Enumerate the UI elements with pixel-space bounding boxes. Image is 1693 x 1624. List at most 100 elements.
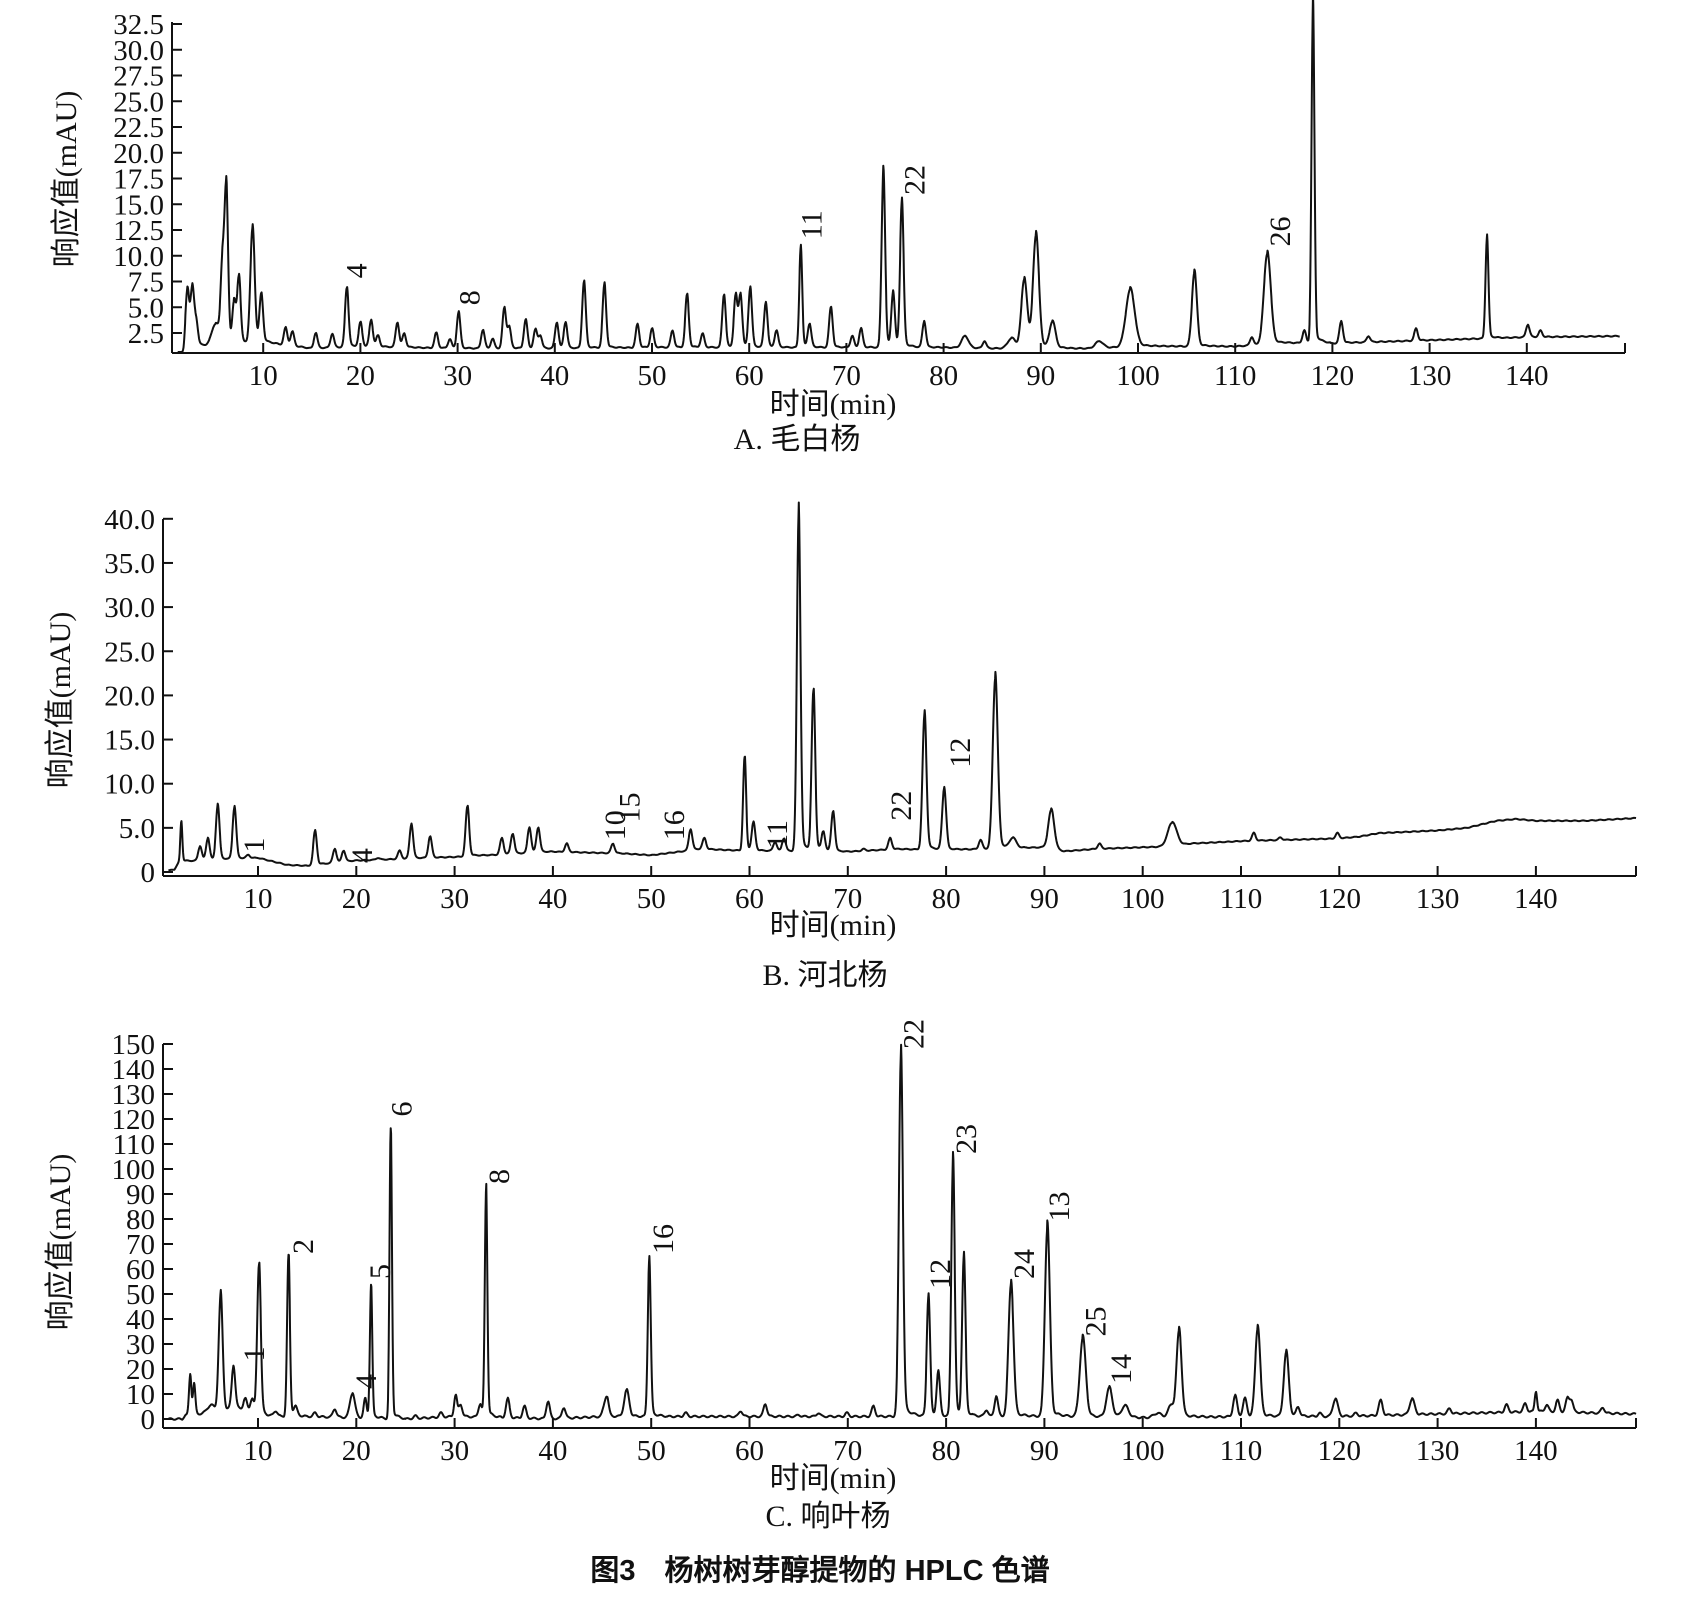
figure-caption: 图3 杨树树芽醇提物的 HPLC 色谱: [590, 1553, 1049, 1587]
chromatogram-trace: [177, 0, 1621, 353]
peak-label: 4: [350, 1374, 383, 1389]
x-axis-title: 时间(min): [770, 388, 897, 421]
peak-label: 8: [483, 1169, 516, 1184]
x-tick-label: 30: [443, 360, 472, 392]
x-tick-label: 130: [1416, 1435, 1460, 1467]
x-tick-label: 140: [1514, 1435, 1558, 1467]
x-tick-label: 10: [244, 883, 273, 915]
y-tick-label: 25.0: [104, 636, 155, 668]
y-tick-label: 12.5: [113, 215, 164, 247]
x-tick-label: 140: [1514, 883, 1558, 915]
x-tick-label: 90: [1026, 360, 1055, 392]
x-tick-label: 110: [1220, 1435, 1262, 1467]
peak-label: 13: [1043, 1192, 1076, 1222]
peak-label: 12: [924, 1259, 957, 1289]
panel-title: A. 毛白杨: [734, 423, 861, 456]
chromatogram-panel-b: 0 5.0 10.0 15.0 20.0 25.0 30.0 35.0 40.0 10 20 30 40…: [44, 501, 1637, 992]
x-tick-label: 100: [1121, 883, 1165, 915]
x-tick-label: 70: [832, 360, 861, 392]
x-tick-label: 110: [1220, 883, 1262, 915]
y-tick-label: 120: [112, 1104, 156, 1136]
peak-label: 16: [658, 810, 691, 840]
y-tick-label: 10.0: [113, 241, 164, 273]
y-tick-label: 90: [126, 1179, 155, 1211]
y-axis-title: 响应值(mAU): [44, 1154, 77, 1331]
x-tick-label: 40: [538, 1435, 567, 1467]
y-tick-label: 20.0: [104, 680, 155, 712]
peak-label: 16: [647, 1224, 680, 1254]
x-tick-label: 120: [1318, 1435, 1362, 1467]
y-tick-label: 27.5: [113, 61, 164, 93]
x-tick-label: 50: [637, 883, 666, 915]
y-tick-label: 140: [112, 1054, 156, 1086]
x-tick-label: 110: [1214, 360, 1256, 392]
peak-label: 11: [761, 820, 794, 849]
x-tick-label: 80: [932, 883, 961, 915]
y-tick-label: 20: [126, 1354, 155, 1386]
x-tick-label: 60: [735, 883, 764, 915]
y-axis-title: 响应值(mAU): [50, 91, 83, 268]
y-tick-label: 32.5: [113, 9, 164, 41]
y-tick-label: 70: [126, 1229, 155, 1261]
y-tick-label: 40: [126, 1304, 155, 1336]
y-tick-label: 5.0: [119, 813, 155, 845]
x-tick-label: 80: [929, 360, 958, 392]
y-tick-label: 130: [112, 1079, 156, 1111]
chromatogram-trace: [167, 501, 1637, 872]
y-tick-label: 2.5: [128, 318, 164, 350]
y-tick-label: 30: [126, 1329, 155, 1361]
x-tick-label: 90: [1030, 1435, 1059, 1467]
peak-label: 12: [944, 738, 977, 768]
x-tick-label: 50: [638, 360, 667, 392]
x-tick-label: 60: [735, 360, 764, 392]
y-tick-label: 110: [113, 1129, 155, 1161]
peak-label: 22: [898, 1019, 931, 1049]
y-tick-label: 150: [112, 1029, 156, 1061]
peak-label: 1: [238, 1347, 271, 1362]
x-tick-label: 20: [342, 1435, 371, 1467]
y-axis-title: 响应值(mAU): [44, 612, 77, 789]
y-tick-label: 30.0: [113, 35, 164, 67]
x-tick-label: 20: [342, 883, 371, 915]
peak-label: 26: [1264, 216, 1297, 246]
x-tick-label: 90: [1030, 883, 1059, 915]
x-axis-title: 时间(min): [770, 1462, 897, 1495]
panel-title: C. 响叶杨: [765, 1500, 890, 1533]
y-tick-label: 10: [126, 1379, 155, 1411]
x-tick-label: 50: [637, 1435, 666, 1467]
peak-label: 8: [453, 290, 486, 305]
peak-label: 22: [885, 791, 918, 821]
y-tick-label: 25.0: [113, 86, 164, 118]
peak-label: 24: [1008, 1249, 1041, 1279]
x-tick-label: 30: [440, 1435, 469, 1467]
x-tick-label: 100: [1116, 360, 1160, 392]
peak-label: 5: [364, 1264, 397, 1279]
x-tick-label: 80: [932, 1435, 961, 1467]
peak-label: 1: [238, 838, 271, 853]
y-tick-label: 22.5: [113, 112, 164, 144]
x-tick-label: 20: [346, 360, 375, 392]
x-tick-label: 130: [1416, 883, 1460, 915]
y-tick-label: 35.0: [104, 548, 155, 580]
y-tick-label: 80: [126, 1204, 155, 1236]
y-tick-label: 15.0: [104, 725, 155, 757]
y-tick-label: 60: [126, 1254, 155, 1286]
y-tick-label: 15.0: [113, 189, 164, 221]
y-tick-label: 100: [112, 1154, 156, 1186]
x-tick-label: 10: [244, 1435, 273, 1467]
peak-label: 4: [346, 848, 379, 863]
peak-label: 4: [341, 263, 374, 278]
y-tick-label: 10.0: [104, 769, 155, 801]
y-tick-label: 20.0: [113, 138, 164, 170]
x-tick-label: 70: [833, 1435, 862, 1467]
peak-label: 22: [898, 165, 931, 195]
x-tick-label: 100: [1121, 1435, 1165, 1467]
peak-label: 10: [599, 810, 632, 840]
y-tick-label: 7.5: [128, 267, 164, 299]
x-tick-label: 70: [833, 883, 862, 915]
x-tick-label: 130: [1408, 360, 1452, 392]
y-tick-label: 17.5: [113, 164, 164, 196]
x-tick-label: 10: [249, 360, 278, 392]
